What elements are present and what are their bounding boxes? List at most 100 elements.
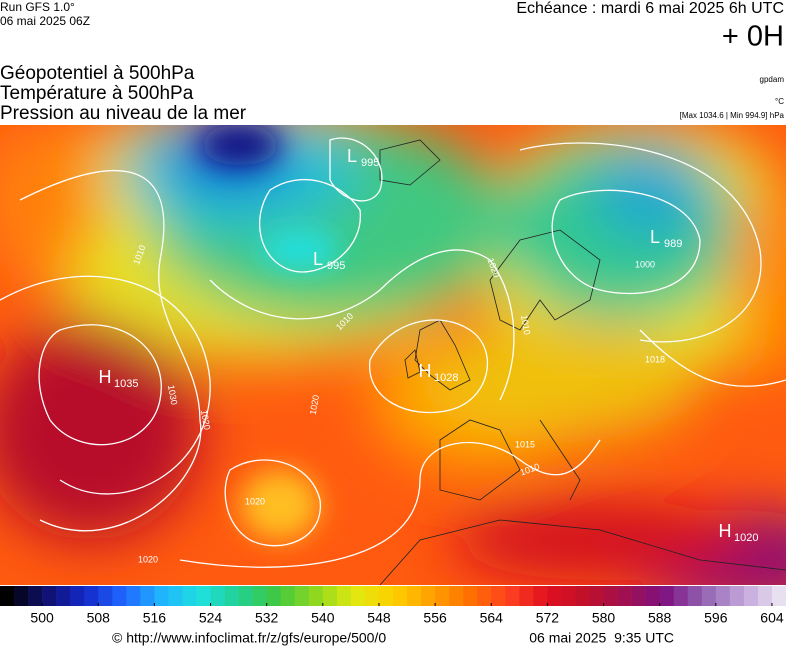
colorbar-swatch <box>14 586 29 606</box>
forecast-time: Echéance : mardi 6 mai 2025 6h UTC <box>516 0 784 17</box>
colorbar-tick-label: 604 <box>760 610 784 626</box>
colorbar-swatch <box>0 586 15 606</box>
colorbar-swatch <box>631 586 646 606</box>
colorbar-tick-label: 508 <box>87 610 111 626</box>
colorbar-swatch <box>617 586 632 606</box>
colorbar-swatch <box>589 586 604 606</box>
colorbar-swatch <box>505 586 520 606</box>
isobar-label: 1000 <box>635 259 655 269</box>
colorbar-swatch <box>561 586 576 606</box>
title: Pression au niveau de la mer <box>0 103 247 124</box>
colorbar-swatch <box>84 586 99 606</box>
colorbar-swatch <box>196 586 211 606</box>
colorbar-swatch <box>477 586 492 606</box>
colorbar-tick-label: 540 <box>311 610 335 626</box>
colorbar-swatch <box>715 586 731 606</box>
colorbar-tick-label: 516 <box>143 610 167 626</box>
colorbar-tick-label: 596 <box>704 610 728 626</box>
colorbar-swatch <box>308 586 324 606</box>
center-letter: H <box>99 367 112 387</box>
isobar-label: 1015 <box>515 439 535 449</box>
colorbar-swatch <box>547 586 562 606</box>
center-value: 989 <box>664 238 682 250</box>
isobar-label: 1020 <box>138 554 158 564</box>
colorbar-tick-label: 580 <box>592 610 616 626</box>
colorbar-swatch <box>238 586 253 606</box>
colorbar-tick-label: 500 <box>30 610 54 626</box>
center-value: 1035 <box>114 378 138 390</box>
colorbar-swatch <box>687 586 703 606</box>
colorbar-tick-label: 572 <box>536 610 560 626</box>
colorbar-swatch <box>575 586 590 606</box>
colorbar-swatch <box>56 586 71 606</box>
colorbar-tick-label: 588 <box>648 610 672 626</box>
unit: °C <box>775 97 784 106</box>
colorbar-tick-label: 532 <box>255 610 279 626</box>
title: Température à 500hPa <box>0 83 194 104</box>
colorbar-swatch <box>364 586 380 606</box>
colorbar-tick-label: 524 <box>199 610 223 626</box>
colorbar-swatch <box>463 586 478 606</box>
colorbar-swatch <box>743 586 759 606</box>
colorbar-swatch <box>729 586 745 606</box>
coastlines <box>379 139 786 585</box>
temperature-field <box>0 125 786 585</box>
colorbar-swatch <box>350 586 366 606</box>
colorbar-swatch <box>210 586 225 606</box>
colorbar-swatch <box>659 586 675 606</box>
center-letter: L <box>347 146 357 166</box>
isobar-label: 1020 <box>199 409 212 430</box>
center-letter: L <box>313 249 323 269</box>
colorbar-swatch <box>645 586 660 606</box>
colorbar-swatch <box>224 586 239 606</box>
colorbar-swatch <box>154 586 169 606</box>
colorbar-swatch <box>322 586 338 606</box>
colorbar-swatch <box>673 586 689 606</box>
colorbar-swatch <box>266 586 282 606</box>
center-value: 995 <box>327 260 345 272</box>
colorbar-swatch <box>421 586 436 606</box>
colorbar-swatch <box>378 586 394 606</box>
center-value: 995 <box>361 157 379 169</box>
forecast-offset: + 0H <box>722 21 784 53</box>
colorbar-tick-label: 548 <box>367 610 391 626</box>
colorbar-swatch <box>533 586 548 606</box>
colorbar-swatch <box>771 586 786 606</box>
colorbar-swatch <box>294 586 310 606</box>
colorbar-swatch <box>98 586 113 606</box>
center-value: 1028 <box>434 372 458 384</box>
footer-url: © http://www.infoclimat.fr/z/gfs/europe/… <box>112 630 386 646</box>
center-letter: H <box>419 361 432 381</box>
pressure-range: [Max 1034.6 | Min 994.9] hPa <box>680 111 785 120</box>
isobars <box>0 137 786 568</box>
colorbar-swatch <box>126 586 141 606</box>
center-letter: H <box>719 521 732 541</box>
colorbar-swatch <box>407 586 422 606</box>
colorbar-swatch <box>140 586 155 606</box>
colorbar-swatch <box>449 586 464 606</box>
colorbar-swatch <box>42 586 57 606</box>
colorbar-swatch <box>112 586 127 606</box>
title: Géopotentiel à 500hPa <box>0 63 195 84</box>
colorbar-swatch <box>168 586 183 606</box>
isobar-label: 1030 <box>166 384 179 405</box>
colorbar-tick-label: 556 <box>423 610 447 626</box>
isobar-label: 1010 <box>519 314 532 335</box>
isobar-label: 1018 <box>645 354 665 364</box>
colorbar-swatch <box>280 586 296 606</box>
run-date: 06 mai 2025 06Z <box>0 14 90 28</box>
colorbar-swatch <box>603 586 618 606</box>
colorbar-swatch <box>435 586 450 606</box>
unit: gpdam <box>760 75 785 84</box>
colorbar-swatch <box>491 586 506 606</box>
colorbar-swatch <box>519 586 534 606</box>
colorbar-swatch <box>70 586 85 606</box>
run-label: Run GFS 1.0° <box>0 0 75 14</box>
colorbar-tick-label: 564 <box>480 610 504 626</box>
isobar-label: 1020 <box>308 394 321 415</box>
colorbar-swatch <box>28 586 43 606</box>
center-letter: L <box>650 227 660 247</box>
colorbar-swatch <box>182 586 197 606</box>
